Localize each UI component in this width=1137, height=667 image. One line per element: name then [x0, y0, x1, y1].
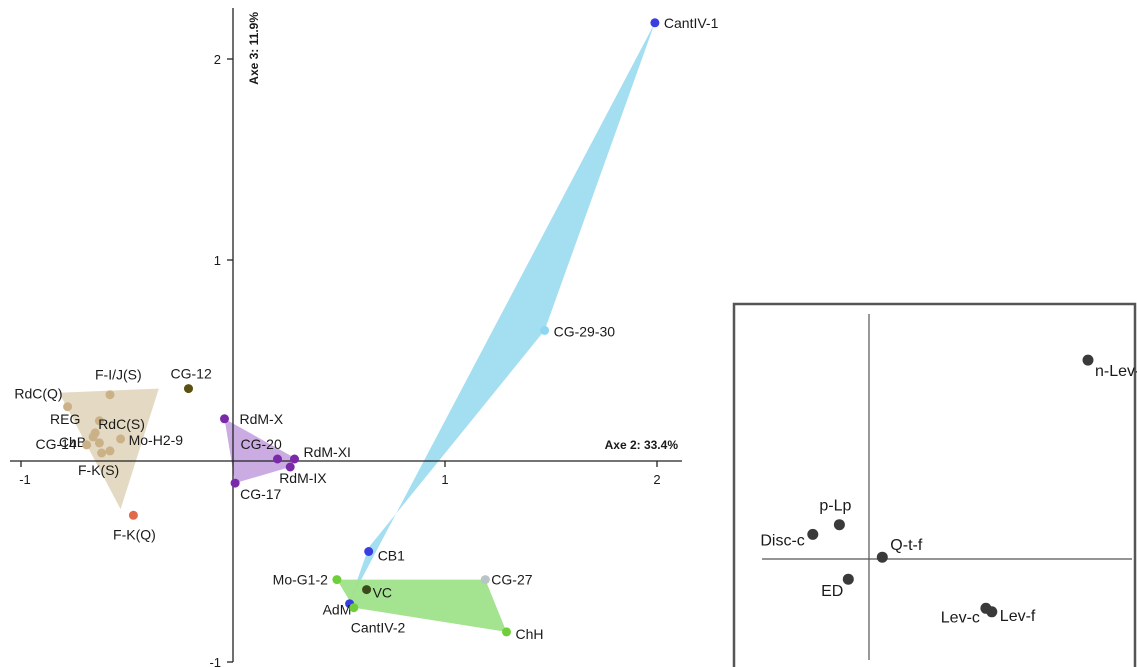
data-point — [128, 510, 138, 520]
inset-point-label: Lev-f — [1000, 608, 1036, 625]
data-point — [97, 448, 107, 458]
point-label: CG-14 — [35, 436, 76, 452]
data-points: RdC(Q)F-I/J(S)REG RdC(S)ChB Mo-H2-9CG-14F-… — [14, 15, 718, 642]
inset-point-label: ED — [821, 583, 843, 600]
point-label: CG-27 — [491, 572, 532, 588]
point-label: REG — [50, 411, 80, 427]
inset-data-point — [833, 519, 845, 531]
data-point — [94, 438, 104, 448]
y-tick-label: 1 — [214, 253, 221, 268]
x-tick-label: -1 — [19, 472, 31, 487]
point-label: RdM-X — [240, 411, 284, 427]
inset-frame — [732, 302, 1137, 667]
data-point — [105, 390, 115, 400]
data-point — [63, 402, 73, 412]
data-point — [480, 575, 490, 585]
inset-data-point — [986, 606, 998, 618]
point-label: RdC(Q) — [14, 386, 62, 402]
data-point — [105, 446, 115, 456]
point-label: ChH — [516, 626, 544, 642]
data-point — [650, 18, 660, 28]
data-point — [88, 432, 98, 442]
point-label: CG-20 — [241, 436, 282, 452]
point-label: CG-29-30 — [554, 323, 616, 339]
data-point — [82, 440, 92, 450]
data-point — [540, 325, 550, 335]
inset-point-label: Disc-c — [760, 532, 804, 549]
x-tick-label: 2 — [653, 472, 660, 487]
axis-ticks: -1 1 2 2 1 -1 — [19, 52, 660, 667]
point-label: F-K(S) — [78, 462, 119, 478]
group-hulls — [59, 22, 655, 632]
data-point — [290, 454, 299, 464]
data-point — [502, 627, 511, 637]
y-tick-label: -1 — [209, 655, 221, 667]
data-point — [184, 384, 193, 394]
data-point — [230, 478, 240, 488]
inset-data-point — [876, 551, 888, 563]
inset-data-point — [1082, 354, 1094, 366]
data-point — [349, 603, 359, 613]
group-hull-2 — [349, 22, 655, 602]
y-tick-label: 2 — [214, 52, 221, 67]
data-point — [285, 462, 295, 472]
inset-loadings-chart: n-Lev-lam p-Lp Disc-c Q-t-f ED Lev-c Lev-f — [732, 302, 1137, 667]
y-axis-title: Axe 3: 11.9% — [247, 12, 261, 85]
point-label: AdM — [323, 602, 352, 618]
data-point — [273, 454, 282, 464]
main-scatter-chart: -1 1 2 2 1 -1 Axe 2: 33.4% Axe 3: 11.9% RdC(Q… — [10, 8, 719, 667]
data-point — [364, 547, 374, 556]
x-axis-title: Axe 2: 33.4% — [605, 438, 679, 452]
point-label: CantIV-1 — [664, 15, 719, 31]
point-label: Mo-H2-9 — [129, 432, 184, 448]
point-label: VC — [373, 585, 392, 601]
group-hull-3 — [336, 579, 507, 632]
data-point — [116, 434, 126, 444]
point-label: F-I/J(S) — [95, 367, 142, 383]
data-point — [94, 416, 104, 426]
inset-data-point — [842, 573, 854, 585]
data-point — [220, 414, 229, 424]
data-point — [332, 575, 342, 585]
inset-data-point — [807, 528, 819, 540]
inset-point-label: Lev-c — [941, 609, 980, 626]
x-tick-label: 1 — [441, 472, 448, 487]
point-label: RdC(S) — [98, 416, 145, 432]
data-point — [362, 585, 372, 595]
point-label: Mo-G1-2 — [273, 572, 328, 588]
point-label: CG-12 — [171, 366, 212, 382]
point-label: ChB — [59, 434, 86, 450]
point-label: F-K(Q) — [113, 526, 156, 542]
inset-point-label: Q-t-f — [890, 537, 923, 554]
point-label: CG-17 — [240, 486, 281, 502]
inset-point-label: p-Lp — [819, 498, 851, 515]
point-label: RdM-XI — [304, 444, 351, 460]
group-hull-1 — [224, 418, 297, 484]
point-label: RdM-IX — [279, 470, 327, 486]
inset-data-points: n-Lev-lam p-Lp Disc-c Q-t-f ED Lev-c Lev-f — [760, 354, 1137, 626]
inset-point-label: n-Lev-lam — [1095, 363, 1137, 380]
point-label: CantIV-2 — [351, 620, 406, 636]
point-label: CB1 — [378, 548, 405, 564]
